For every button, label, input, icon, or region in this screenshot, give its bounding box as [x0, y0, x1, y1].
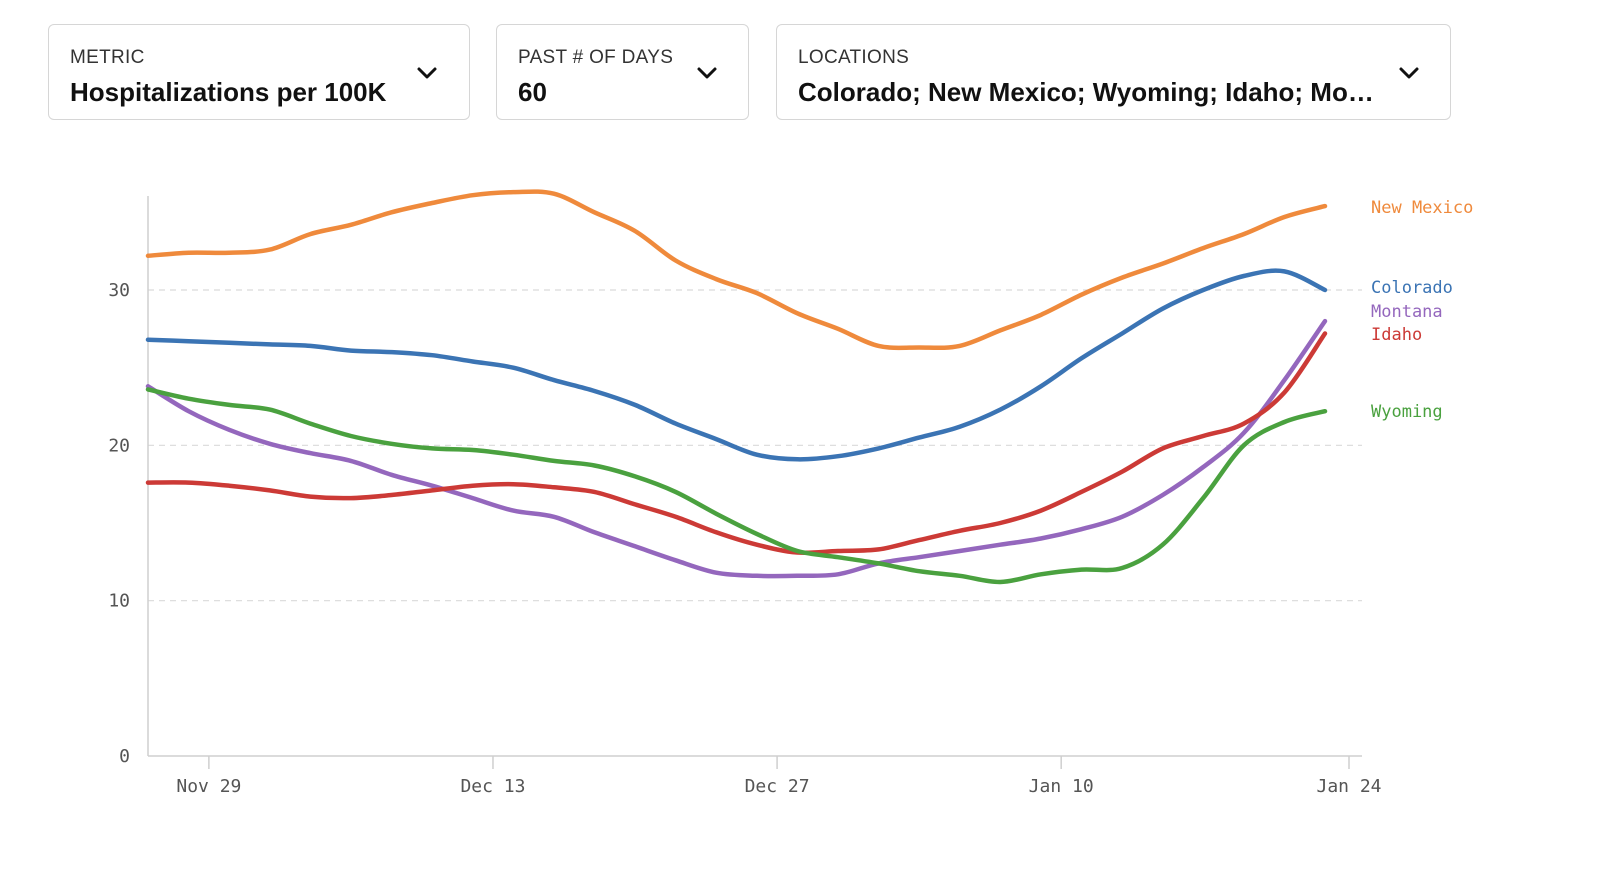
- series-line-colorado: [145, 268, 1328, 462]
- metric-dropdown-label: METRIC: [70, 47, 145, 68]
- series-label-idaho: Idaho: [1371, 325, 1422, 345]
- days-dropdown-label: PAST # OF DAYS: [518, 47, 674, 68]
- series-line-new-mexico: [145, 189, 1328, 351]
- metric-dropdown[interactable]: METRIC Hospitalizations per 100K: [48, 24, 470, 120]
- x-tick-label: Jan 24: [1316, 776, 1381, 797]
- series-label-colorado: Colorado: [1371, 278, 1453, 298]
- gridlines: [148, 289, 1362, 602]
- days-dropdown[interactable]: PAST # OF DAYS 60: [496, 24, 749, 120]
- x-tick-label: Jan 10: [1029, 776, 1094, 797]
- y-tick-label: 30: [108, 280, 130, 301]
- chevron-down-icon[interactable]: [695, 61, 719, 85]
- series-line-idaho: [145, 331, 1328, 556]
- series-label-montana: Montana: [1371, 302, 1443, 322]
- y-tick-label: 20: [108, 435, 130, 456]
- x-tick-label: Nov 29: [176, 776, 241, 797]
- series-line-montana: [145, 318, 1328, 579]
- series-lines: [145, 189, 1328, 585]
- y-tick-label: 0: [119, 746, 130, 767]
- x-tick-label: Dec 27: [745, 776, 810, 797]
- x-tick-label: Dec 13: [460, 776, 525, 797]
- chevron-down-icon[interactable]: [1397, 61, 1421, 85]
- chevron-down-icon[interactable]: [415, 61, 439, 85]
- series-label-new-mexico: New Mexico: [1371, 198, 1473, 218]
- y-tick-label: 10: [108, 591, 130, 612]
- locations-dropdown[interactable]: LOCATIONS Colorado; New Mexico; Wyoming;…: [776, 24, 1451, 120]
- series-label-wyoming: Wyoming: [1371, 402, 1443, 422]
- series-line-wyoming: [145, 387, 1328, 585]
- series-labels: New Mexico Colorado Montana Idaho Wyoming: [1371, 198, 1473, 422]
- axes: 0 10 20 30 Nov 29 Dec 13 Dec 27 Jan 10 Jan 24: [108, 196, 1382, 797]
- locations-dropdown-label: LOCATIONS: [798, 47, 910, 68]
